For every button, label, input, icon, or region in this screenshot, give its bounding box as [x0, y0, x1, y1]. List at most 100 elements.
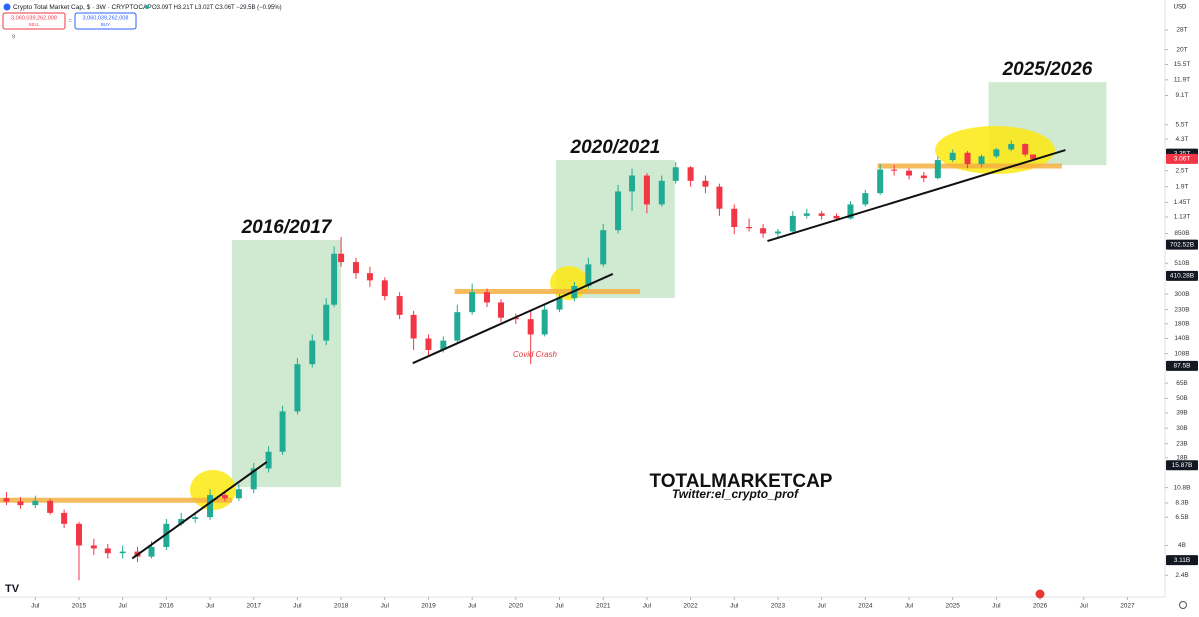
trendline — [412, 273, 614, 365]
candle-body — [716, 186, 723, 209]
y-tick-label: 8.3B — [1175, 500, 1188, 507]
candle-body — [148, 546, 155, 557]
candle-body — [920, 175, 927, 179]
candle-body — [104, 548, 111, 554]
annotation: Covid Crash — [513, 350, 558, 359]
highlight — [550, 266, 588, 300]
candle-body — [702, 180, 709, 187]
y-tick-label: 140B — [1174, 335, 1189, 342]
candle-body — [331, 253, 338, 305]
candle-body — [279, 411, 286, 452]
candle-body — [17, 501, 24, 506]
spread: = — [68, 19, 72, 25]
x-tick-label: Jul — [206, 603, 215, 610]
candle-body — [61, 512, 68, 524]
x-tick-label: 2018 — [334, 603, 349, 610]
candle-body — [250, 468, 257, 490]
candle-body — [615, 191, 622, 231]
candle-body — [746, 227, 753, 229]
candle-body — [207, 495, 214, 518]
price-badge — [1166, 555, 1198, 566]
buy-button[interactable] — [74, 12, 137, 30]
y-tick-label: 108B — [1174, 350, 1189, 357]
x-tick-label: 2017 — [246, 603, 261, 610]
price-badge — [1166, 360, 1198, 371]
candle-body — [847, 204, 854, 219]
x-tick-label: Jul — [555, 603, 564, 610]
zone-label: 2016/2017 — [241, 217, 333, 238]
x-tick-label: 2024 — [858, 603, 873, 610]
x-tick-label: 2016 — [159, 603, 174, 610]
candle-body — [484, 292, 491, 303]
x-tick-label: Jul — [381, 603, 390, 610]
sell-price: 3,060,039,262,008 — [11, 15, 57, 21]
x-tick-label: Jul — [293, 603, 302, 610]
candle-body — [833, 215, 840, 219]
candle-body — [235, 489, 242, 499]
y-tick-label: 510B — [1174, 260, 1189, 267]
candle-body — [469, 292, 476, 313]
candle-body — [352, 262, 359, 274]
indicator-count[interactable]: 9 — [12, 34, 15, 40]
candle-body — [556, 298, 563, 310]
candle-body — [440, 340, 447, 350]
credit: Twitter:el_crypto_prof — [672, 487, 799, 501]
zones: 2016/2017 2020/2021 2025/2026 — [231, 59, 1107, 488]
candle-body — [789, 215, 796, 232]
symbol-icon — [3, 3, 11, 11]
candle-body — [527, 319, 534, 335]
x-tick-label: Jul — [817, 603, 826, 610]
candle-body — [178, 519, 185, 524]
price-axis — [1165, 0, 1199, 612]
candle-body — [803, 213, 810, 216]
x-tick-label: Jul — [1080, 603, 1089, 610]
candle-body — [949, 152, 956, 161]
currency[interactable]: USD — [1174, 5, 1187, 11]
candle-body — [294, 364, 301, 412]
y-tick-label: 9.1T — [1175, 92, 1188, 99]
x-tick-label: 2015 — [72, 603, 87, 610]
symbol-title: Crypto Total Market Cap, $ · 3W · CRYPTO… — [13, 4, 152, 11]
y-tick-label: 28T — [1176, 27, 1187, 34]
watermark: TOTALMARKETCAP — [650, 471, 833, 492]
candle-body — [512, 317, 519, 320]
x-tick-label: 2023 — [771, 603, 786, 610]
candle-body — [410, 314, 417, 339]
trendline — [131, 461, 268, 560]
settings-icon[interactable] — [1179, 601, 1187, 609]
y-tick-label: 50B — [1176, 395, 1188, 402]
price-badge — [1166, 270, 1198, 281]
candle-body — [672, 167, 679, 181]
y-tick-label: 850B — [1174, 230, 1189, 237]
candle-body — [3, 498, 10, 502]
buy-price: 3,060,039,262,008 — [83, 15, 129, 21]
candle-body — [119, 551, 126, 554]
x-tick-label: Jul — [905, 603, 914, 610]
price-badge-label: 3.11B — [1174, 557, 1191, 564]
x-tick-label: 2020 — [509, 603, 524, 610]
x-tick-label: 2025 — [945, 603, 960, 610]
x-tick-label: Jul — [119, 603, 128, 610]
price-badge-label: 15.87B — [1172, 462, 1193, 469]
candle-body — [541, 309, 548, 335]
y-tick-label: 2.4B — [1175, 572, 1188, 579]
y-tick-label: 4B — [1178, 542, 1186, 549]
logo: TV — [5, 583, 20, 595]
x-tick-label: Jul — [643, 603, 652, 610]
candle-body — [964, 152, 971, 165]
y-tick-label: 230B — [1174, 306, 1189, 313]
y-tick-label: 15.5T — [1174, 61, 1191, 68]
trendlines — [131, 149, 1066, 560]
x-tick-label: 2021 — [596, 603, 611, 610]
candle-body — [381, 280, 388, 297]
sell-button[interactable] — [2, 12, 66, 30]
price-badge — [1166, 239, 1198, 250]
price-badge — [1166, 460, 1198, 471]
x-tick-label: 2026 — [1033, 603, 1048, 610]
candle-body — [163, 523, 170, 547]
y-tick-label: 5.5T — [1175, 121, 1188, 128]
candle-body — [309, 340, 316, 365]
y-tick-label: 65B — [1176, 380, 1188, 387]
